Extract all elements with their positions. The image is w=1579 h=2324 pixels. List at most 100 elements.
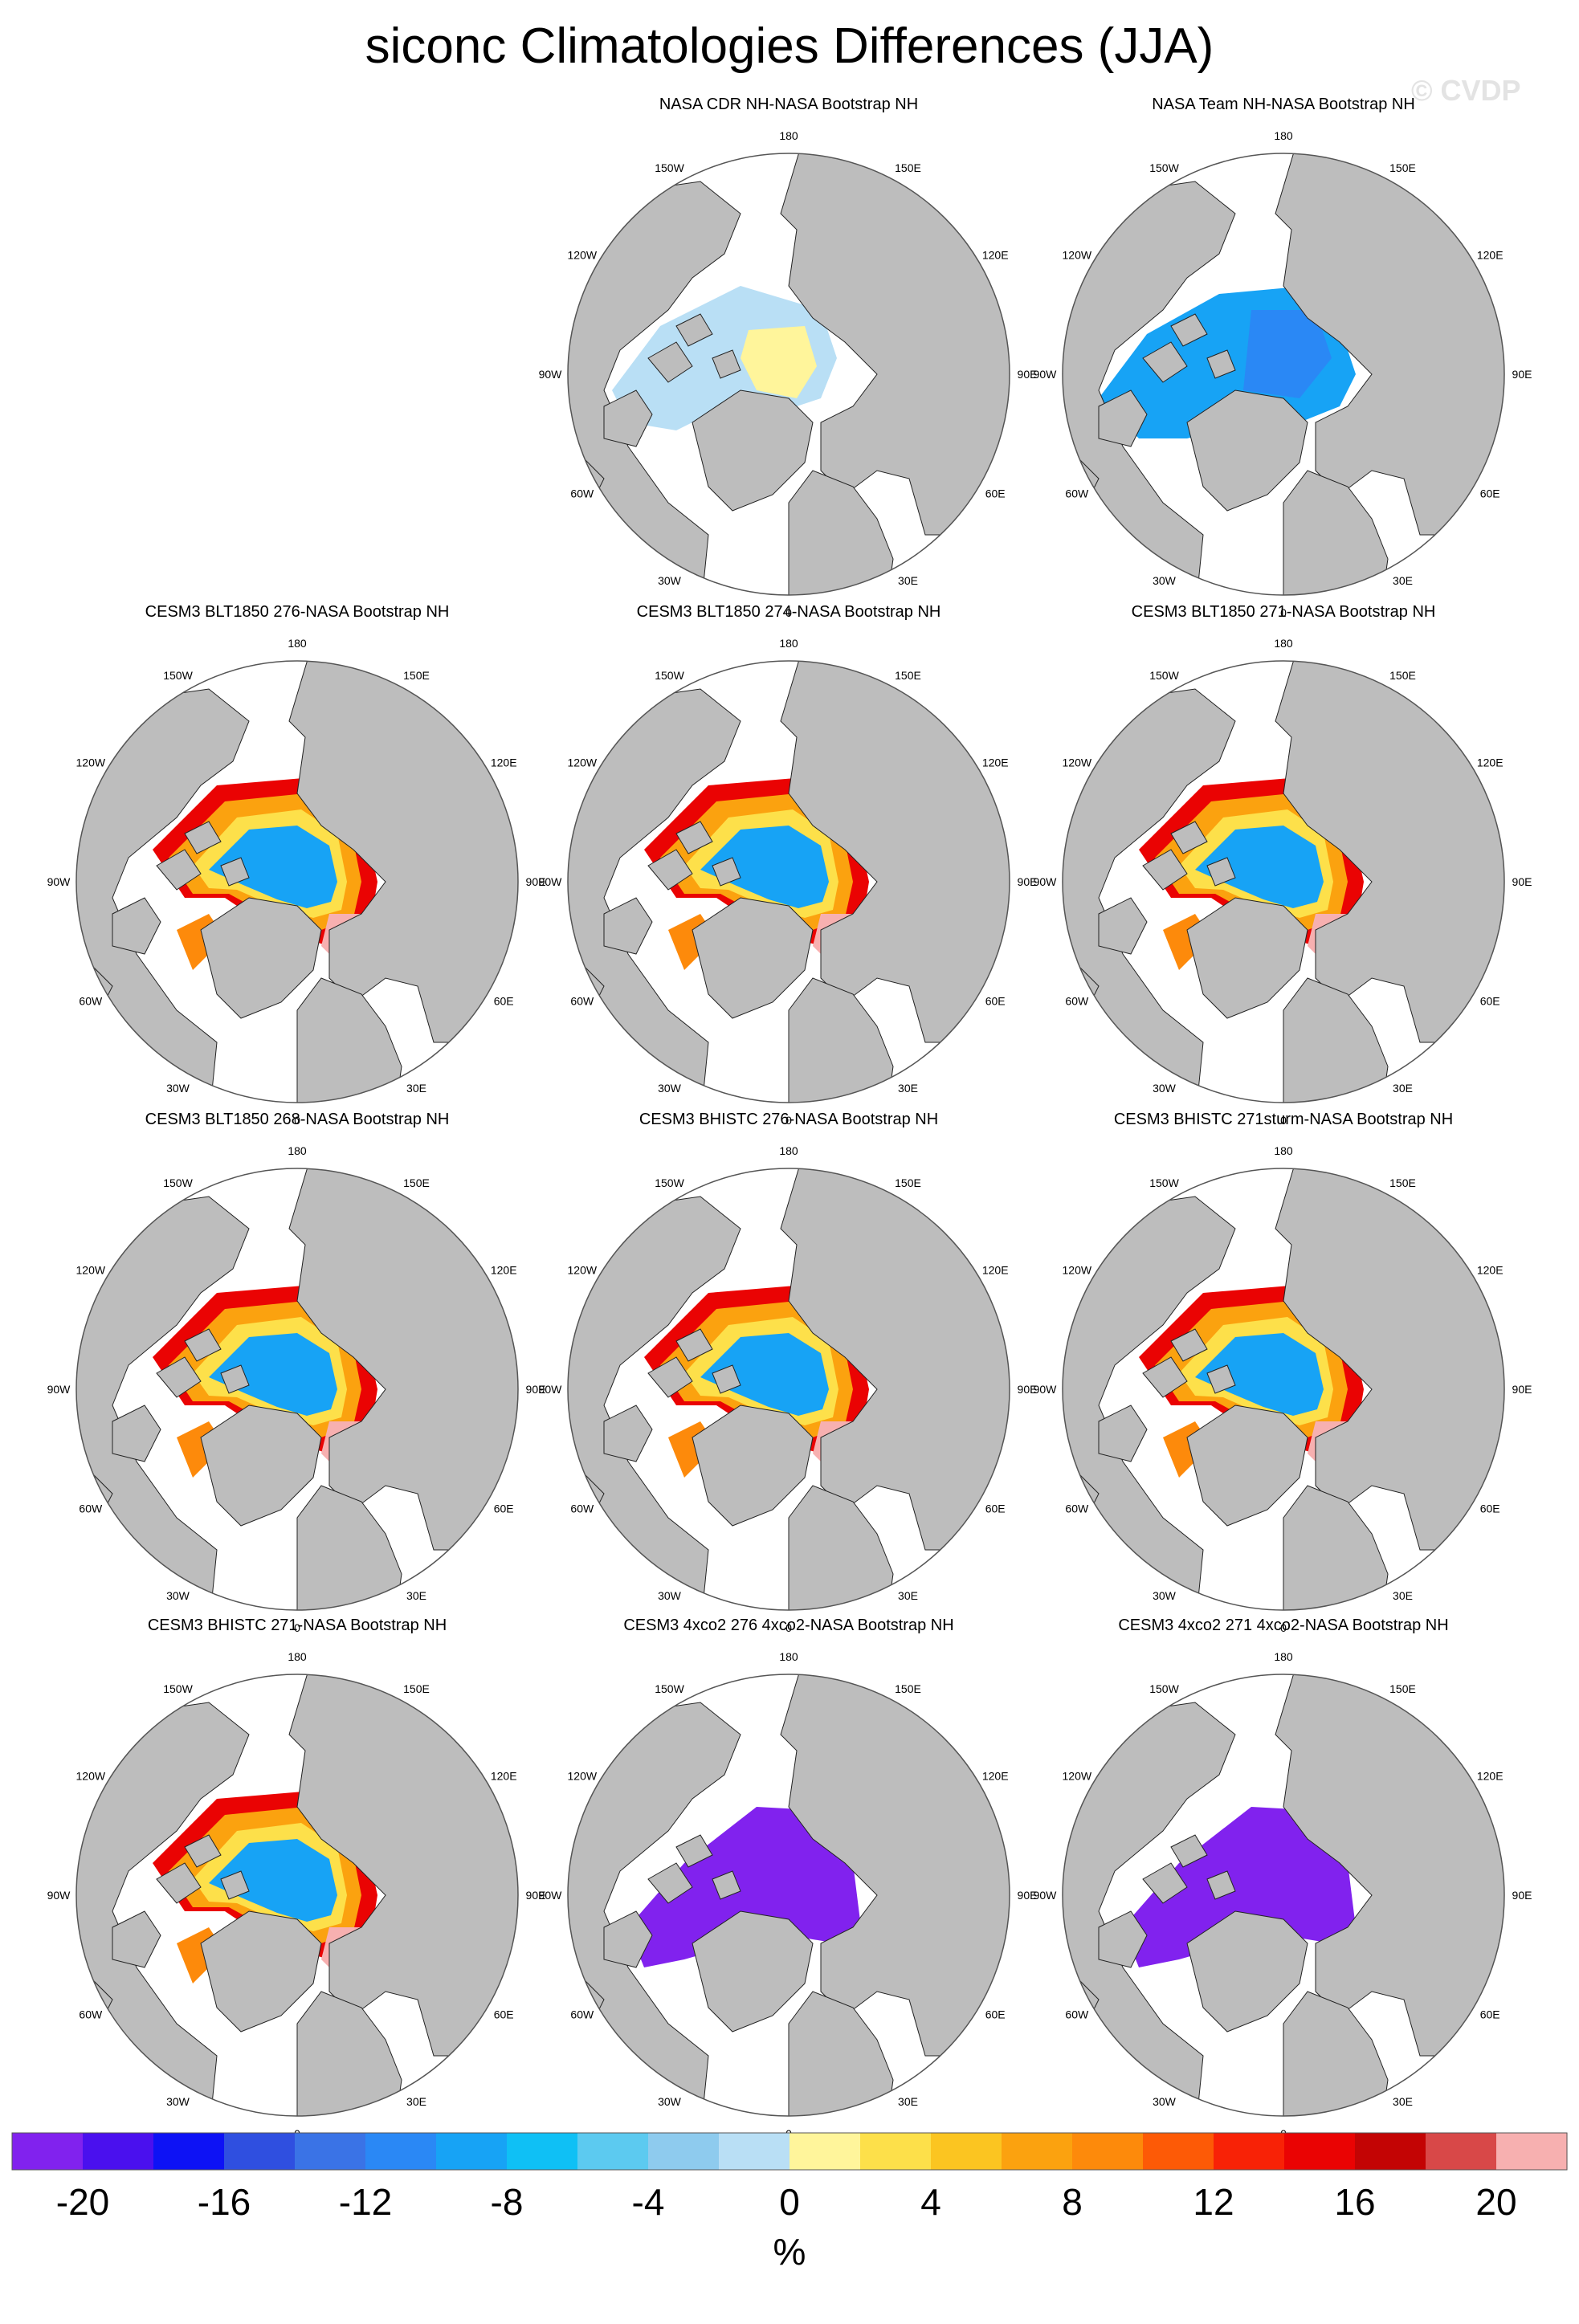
lon-label: 60W — [1065, 1502, 1089, 1515]
colorbar-tick-label: -16 — [198, 2181, 251, 2223]
lon-label: 30W — [658, 2095, 682, 2108]
lon-label: 0 — [785, 1114, 792, 1127]
map-panel: 180 150E 120E 90E 60E 30E 0 30W 60W 90W 120W 150W CE… — [539, 1111, 1038, 1634]
colorbar-tick-label: 0 — [779, 2181, 800, 2223]
lon-label: 90W — [539, 875, 563, 888]
map-border — [1062, 153, 1505, 596]
map-panel: 180 150E 120E 90E 60E 30E 0 30W 60W 90W 120W 150W CE… — [539, 1617, 1038, 2140]
lon-label: 60W — [1065, 487, 1089, 500]
colorbar-swatch — [436, 2133, 508, 2170]
lon-label: 30W — [166, 1082, 190, 1095]
lon-label: 120W — [1063, 756, 1092, 769]
lon-label: 90W — [539, 1889, 563, 1902]
lon-label: 60E — [985, 995, 1006, 1008]
lon-label: 120W — [568, 756, 598, 769]
lon-label: 90E — [1018, 1889, 1038, 1902]
lon-label: 180 — [288, 637, 307, 650]
lon-label: 120W — [568, 249, 598, 262]
lon-label: 60W — [1065, 995, 1089, 1008]
lon-label: 0 — [1280, 1621, 1287, 1634]
panel-title: CESM3 4xco2 276 4xco2-NASA Bootstrap NH — [623, 1617, 953, 1634]
lon-label: 150W — [655, 669, 684, 682]
lon-label: 0 — [785, 1621, 792, 1634]
lon-label: 60W — [570, 1502, 594, 1515]
colorbar-swatch — [1143, 2133, 1214, 2170]
panel-title: CESM3 BLT1850 276-NASA Bootstrap NH — [145, 603, 450, 621]
colorbar-swatch — [931, 2133, 1002, 2170]
panel-title: CESM3 BHISTC 271-NASA Bootstrap NH — [148, 1617, 447, 1634]
panel-title: CESM3 BHISTC 276-NASA Bootstrap NH — [639, 1111, 938, 1128]
lon-label: 90W — [47, 875, 71, 888]
map-panel: 180 150E 120E 90E 60E 30E 0 30W 60W 90W 120W 150W CE… — [47, 603, 546, 1127]
map-panel: 180 150E 120E 90E 60E 30E 0 30W 60W 90W 120W 150W CE… — [539, 603, 1038, 1127]
lon-label: 150W — [1149, 669, 1179, 682]
lon-label: 30W — [1153, 1589, 1177, 1602]
lon-label: 30W — [166, 2095, 190, 2108]
lon-label: 150E — [895, 1682, 921, 1695]
lon-label: 150W — [1149, 161, 1179, 174]
colorbar-tick-label: 8 — [1062, 2181, 1083, 2223]
lon-label: 30E — [898, 574, 918, 587]
lon-label: 180 — [1274, 129, 1293, 142]
lon-label: 0 — [1280, 1114, 1287, 1127]
lon-label: 150W — [1149, 1682, 1179, 1695]
map-border — [567, 153, 1010, 596]
lon-label: 60E — [1480, 1502, 1500, 1515]
lon-label: 30E — [898, 1589, 918, 1602]
lon-label: 60W — [570, 2008, 594, 2021]
lon-label: 0 — [294, 1621, 300, 1634]
map-border — [75, 660, 519, 1103]
colorbar-swatch — [577, 2133, 649, 2170]
lon-label: 60E — [1480, 995, 1500, 1008]
colorbar-tick-label: 16 — [1334, 2181, 1375, 2223]
lon-label: 30E — [406, 1589, 426, 1602]
lon-label: 60W — [570, 487, 594, 500]
lon-label: 30E — [406, 2095, 426, 2108]
lon-label: 150W — [163, 1176, 193, 1189]
lon-label: 120E — [491, 1770, 517, 1783]
watermark: © CVDP — [1411, 74, 1521, 107]
colorbar-swatch — [719, 2133, 790, 2170]
map-panel: 180 150E 120E 90E 60E 30E 0 30W 60W 90W 120W 150W CE… — [47, 1617, 546, 2140]
lon-label: 90E — [526, 1383, 546, 1396]
colorbar-swatch — [1214, 2133, 1285, 2170]
lon-label: 0 — [1280, 606, 1287, 619]
panel-title: NASA Team NH-NASA Bootstrap NH — [1152, 96, 1415, 113]
lon-label: 90E — [1018, 875, 1038, 888]
lon-label: 150W — [163, 669, 193, 682]
lon-label: 120W — [76, 1770, 106, 1783]
lon-label: 120W — [568, 1770, 598, 1783]
map-border — [1062, 1168, 1505, 1611]
lon-label: 150W — [655, 161, 684, 174]
lon-label: 90W — [1034, 875, 1058, 888]
lon-label: 90E — [526, 1889, 546, 1902]
colorbar-swatch — [224, 2133, 296, 2170]
colorbar: -20 -16 -12 -8 -4 0 4 8 12 16 20% — [11, 2132, 1568, 2273]
lon-label: 30W — [1153, 574, 1177, 587]
lon-label: 180 — [288, 1650, 307, 1663]
lon-label: 30E — [1393, 1082, 1413, 1095]
lon-label: 90W — [539, 1383, 563, 1396]
lon-label: 0 — [785, 606, 792, 619]
lon-label: 90W — [47, 1383, 71, 1396]
lon-label: 60W — [79, 995, 103, 1008]
lon-label: 150E — [403, 1682, 430, 1695]
colorbar-outline — [11, 2132, 1568, 2171]
lon-label: 60E — [985, 1502, 1006, 1515]
panel-title: CESM3 BLT1850 268-NASA Bootstrap NH — [145, 1111, 450, 1128]
lon-label: 30W — [658, 1082, 682, 1095]
lon-label: 30E — [1393, 574, 1413, 587]
lon-label: 180 — [1274, 1650, 1293, 1663]
colorbar-swatch — [295, 2133, 366, 2170]
colorbar-swatch — [1426, 2133, 1497, 2170]
lon-label: 150E — [403, 669, 430, 682]
lon-label: 150E — [895, 1176, 921, 1189]
lon-label: 30E — [898, 2095, 918, 2108]
lon-label: 30W — [1153, 2095, 1177, 2108]
colorbar-swatch — [790, 2133, 861, 2170]
lon-label: 60E — [494, 2008, 514, 2021]
lon-label: 60W — [1065, 2008, 1089, 2021]
lon-label: 150E — [895, 161, 921, 174]
map-border — [75, 1168, 519, 1611]
